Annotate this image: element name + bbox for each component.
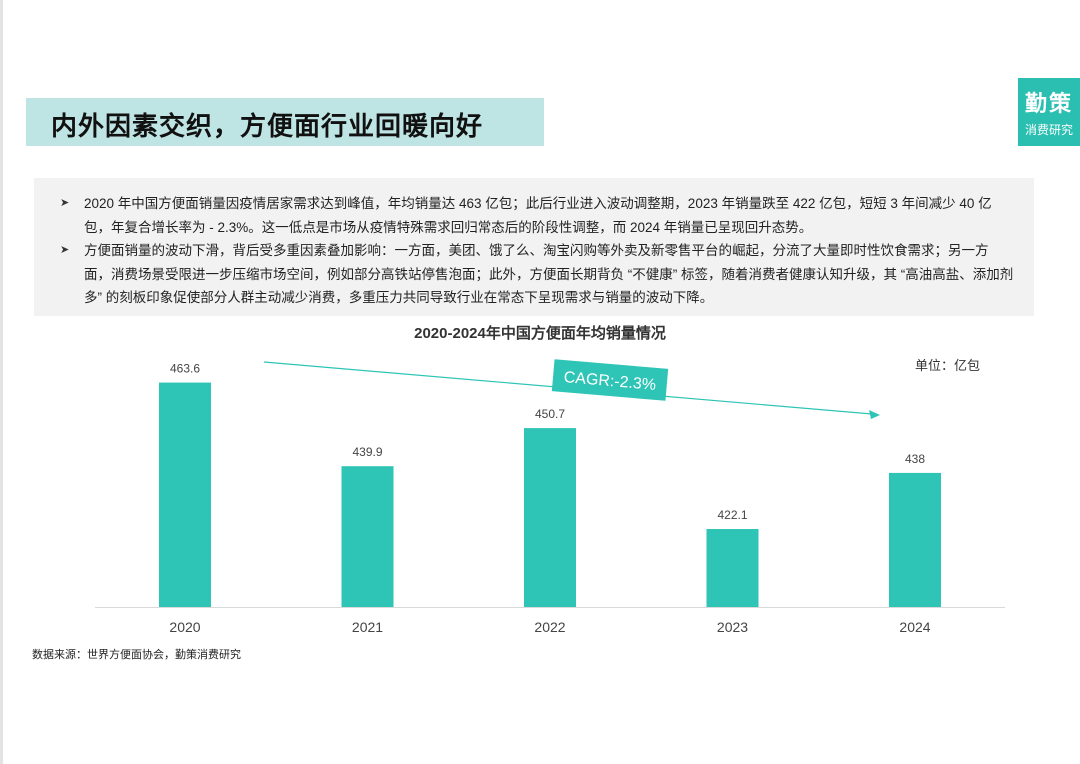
logo-sub-text: 消费研究	[1024, 123, 1073, 137]
value-label-2022: 450.7	[535, 407, 565, 421]
data-source-note: 数据来源：世界方便面协会，勤策消费研究	[32, 649, 241, 661]
bar-2020	[159, 382, 211, 607]
bar-2021	[341, 466, 394, 607]
page-title-banner: 内外因素交织，方便面行业回暖向好	[26, 98, 544, 146]
category-label-2021: 2021	[352, 619, 383, 635]
category-label-2020: 2020	[169, 619, 200, 635]
bar-2022	[524, 428, 576, 607]
bullet-arrow-icon: ➤	[60, 197, 70, 209]
chart-title: 2020-2024年中国方便面年均销量情况	[414, 325, 666, 342]
bullet-arrow-icon: ➤	[60, 244, 70, 256]
brand-logo: 勤策 消费研究	[1018, 78, 1080, 146]
left-edge-rule	[0, 0, 3, 764]
summary-bullet-text: 2020 年中国方便面销量因疫情居家需求达到峰值，年均销量达 463 亿包；此后…	[84, 196, 992, 235]
summary-bullet-text: 方便面销量的波动下滑，背后受多重因素叠加影响：一方面，美团、饿了么、淘宝闪购等外…	[84, 243, 1014, 305]
summary-bullet-1: ➤ 2020 年中国方便面销量因疫情居家需求达到峰值，年均销量达 463 亿包；…	[60, 192, 1014, 239]
cagr-callout-box	[551, 359, 669, 401]
value-label-2024: 438	[905, 452, 925, 466]
cagr-callout: CAGR:-2.3%	[551, 359, 669, 401]
value-label-2020: 463.6	[170, 362, 200, 376]
category-label-2022: 2022	[534, 619, 565, 635]
value-label-2023: 422.1	[717, 508, 747, 522]
summary-panel: ➤ 2020 年中国方便面销量因疫情居家需求达到峰值，年均销量达 463 亿包；…	[34, 178, 1034, 316]
page-title: 内外因素交织，方便面行业回暖向好	[51, 111, 484, 141]
summary-bullet-2: ➤ 方便面销量的波动下滑，背后受多重因素叠加影响：一方面，美团、饿了么、淘宝闪购…	[60, 239, 1014, 310]
bar-2024	[889, 472, 941, 607]
value-label-2021: 439.9	[352, 445, 382, 459]
category-label-2024: 2024	[899, 619, 930, 635]
bar-2023	[706, 529, 759, 607]
chart-unit-label: 单位：亿包	[915, 358, 981, 373]
category-label-2023: 2023	[717, 619, 748, 635]
logo-main-text: 勤策	[1024, 91, 1073, 116]
cagr-arrowhead-icon	[869, 410, 880, 419]
